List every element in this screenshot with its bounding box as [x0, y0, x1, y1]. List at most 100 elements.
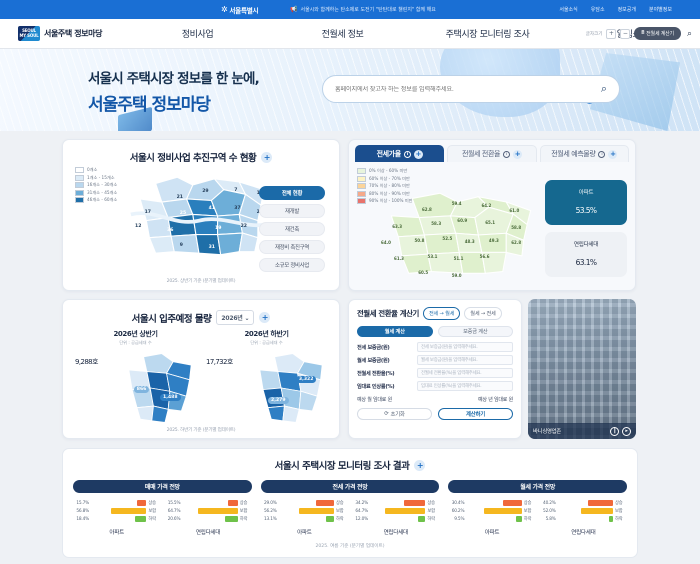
tab-forecast-volume[interactable]: 전월세 예측물량 i + — [539, 145, 629, 162]
jeonse-legend: 0% 이상 - 60% 미만 60% 이상 - 70% 미만 70% 이상 - … — [357, 168, 413, 204]
redevelopment-card-title: 서울시 정비사업 추진구역 수 현황 + — [63, 140, 339, 164]
map-value: 19 — [215, 225, 222, 231]
nav-item-redevelopment[interactable]: 정비사업 — [181, 30, 214, 40]
tab-expand-button[interactable]: + — [608, 149, 618, 159]
utility-link-news[interactable]: 서울소식 — [559, 7, 578, 13]
legend-label: 80% 이상 - 90% 미만 — [369, 190, 410, 196]
nav-item-rent-info[interactable]: 전월세 정보 — [321, 30, 364, 40]
nav-item-market-monitoring[interactable]: 주택시장 모니터링 조사 — [445, 30, 530, 40]
map-value: 60.9 — [457, 217, 468, 223]
bar-pct: 15.7% — [76, 500, 89, 506]
nav-utilities: 글자크기 + − 🖩 전월세 계산기 ⌕ — [586, 27, 692, 40]
play-icon[interactable]: ▸ — [622, 426, 631, 436]
calc-mode-jeonse-to-monthly[interactable]: 전세 → 월세 — [422, 307, 461, 320]
map-value: 52.5 — [442, 235, 453, 241]
map-value: 48.3 — [464, 239, 475, 245]
tab-expand-button[interactable]: + — [413, 149, 423, 159]
hero-search-box[interactable]: ⌕ — [322, 75, 620, 103]
filter-button-promotion-district[interactable]: 재정비 촉진구역 — [259, 240, 325, 254]
reset-label: 초기화 — [390, 412, 405, 418]
info-icon[interactable]: i — [403, 150, 411, 158]
map-value: 65.1 — [485, 220, 496, 225]
field-label: 전세 보증금(원) — [357, 344, 390, 351]
supply-heading: 2026년 하반기 — [244, 330, 289, 338]
tab-expand-button[interactable]: + — [513, 149, 523, 159]
filter-button-small-scale[interactable]: 소규모 정비사업 — [259, 258, 325, 272]
pause-icon[interactable]: ‖ — [610, 426, 619, 436]
bar-row: 56.8% 보합 — [73, 507, 160, 515]
supply-total-value: 9,288 — [75, 358, 93, 366]
legend-swatch — [75, 197, 84, 203]
bar-label: 보합 — [523, 509, 532, 514]
bar-row: 18.4% 하락 — [73, 515, 160, 523]
bar-label: 하락 — [427, 517, 435, 522]
supply-map-second[interactable]: 3,322 2,279 — [250, 349, 332, 427]
info-icon[interactable]: i — [598, 150, 606, 158]
font-increase-button[interactable]: + — [606, 28, 617, 39]
reset-button[interactable]: ⟳ 초기화 — [357, 408, 432, 420]
supply-note: 2025. 하반기 기준 (분기별 업데이트) — [166, 428, 236, 433]
bar-row: 56.2% 보합 — [261, 507, 348, 515]
supply-map-first[interactable]: 1,488 866 — [119, 349, 201, 427]
utility-link-ask[interactable]: 유담소 — [590, 7, 605, 13]
legend-label: 0개소 — [87, 167, 98, 172]
legend-label: 16개소 - 30개소 — [87, 182, 118, 187]
filter-button-reconstruction[interactable]: 재건축 — [259, 222, 325, 236]
stat-apartment: 아파트 53.5% — [545, 180, 627, 225]
search-submit-icon[interactable]: ⌕ — [600, 82, 607, 95]
stat-number: 53.5 — [575, 206, 591, 215]
calculator-icon: 🖩 — [641, 29, 645, 36]
bar-row: 29.0% 상승 — [261, 499, 348, 507]
monitoring-expand-button[interactable]: + — [414, 459, 426, 471]
segment-deposit-calc[interactable]: 보증금 계산 — [437, 326, 513, 337]
supply-expand-button[interactable]: + — [259, 312, 271, 323]
calculate-button[interactable]: 계산하기 — [438, 408, 513, 420]
tab-conversion-rate[interactable]: 전월세 전환율 i + — [447, 145, 537, 162]
info-icon[interactable]: i — [503, 150, 511, 158]
supply-halves: 2026년 상반기 단위 : 공급세대 수 9,288호 — [63, 325, 339, 429]
monitoring-item: 15.5% 상승 64.7% 보합 20.6% 하락 연립다세대 — [164, 499, 251, 536]
site-brand[interactable]: SEOUL MY SOUL 서울주택 정보마당 — [18, 26, 102, 41]
nav-item-notice[interactable]: 알림소통 — [616, 30, 649, 40]
filter-button-all[interactable]: 전체 현황 — [259, 186, 325, 200]
search-input[interactable] — [335, 85, 601, 93]
bar-pct: 56.8% — [76, 508, 89, 514]
font-decrease-button[interactable]: − — [620, 28, 631, 39]
redevelopment-note: 2025. 상반기 기준 (분기별 업데이트) — [166, 279, 236, 284]
monthly-deposit-input[interactable]: 월세 보증금(원)을 입력해주세요. — [417, 355, 513, 365]
tab-jeonse-ratio[interactable]: 전세가율 i + — [355, 145, 445, 162]
bar-label: 하락 — [148, 517, 156, 522]
output-yearly: 예상 년 임대료 원 — [478, 397, 513, 403]
utility-link-fields[interactable]: 분야별정보 — [648, 7, 672, 13]
promo-photo[interactable]: 바니싱영업존 ‖ ▸ — [528, 299, 636, 439]
filter-button-redevelopment[interactable]: 재개발 — [259, 204, 325, 218]
bar-label: 상승 — [427, 501, 435, 506]
field-row-jeonse-deposit: 전세 보증금(원) 전세 보증금(원)을 입력해주세요. — [357, 342, 513, 352]
notice-banner[interactable]: 📢 서울시와 함께하는 탄소제로 도전기 "탄탄대로 챌린지" 함께 해요 — [290, 6, 436, 13]
segment-monthly-calc[interactable]: 월세 계산 — [357, 326, 433, 337]
legend-label: 1개소 - 15개소 — [87, 174, 115, 180]
supply-year-select[interactable]: 2026년 ⌄ — [216, 310, 255, 325]
utility-link-disclosure[interactable]: 정보공개 — [617, 7, 636, 13]
jeonse-deposit-input[interactable]: 전세 보증금(원)을 입력해주세요. — [417, 342, 513, 352]
seoul-jeonse-map[interactable] — [365, 188, 543, 282]
redevelopment-expand-button[interactable]: + — [261, 151, 273, 163]
monitoring-title: 서울시 주택시장 모니터링 조사 결과 + — [73, 458, 627, 472]
rent-calculator-button[interactable]: 🖩 전월세 계산기 — [634, 27, 681, 40]
utility-bar: ✲ 서울특별시 📢 서울시와 함께하는 탄소제로 도전기 "탄탄대로 챌린지" … — [0, 0, 700, 19]
monitoring-title-text: 서울시 주택시장 모니터링 조사 결과 — [274, 461, 410, 472]
jeonse-map-area: 0% 이상 - 60% 미만 60% 이상 - 70% 미만 70% 이상 - … — [355, 166, 541, 286]
seoul-redevelopment-map[interactable]: 21 29 7 11 17 25 41 37 28 12 36 19 22 9 … — [119, 168, 279, 264]
calc-mode-monthly-to-jeonse[interactable]: 월세 → 전세 — [464, 307, 502, 320]
monitoring-category: 연립다세대 — [571, 530, 596, 536]
redevelopment-card: 서울시 정비사업 추진구역 수 현황 + 0개소 1개소 - 15개소 16개소… — [62, 139, 340, 291]
seoul-city-logo[interactable]: ✲ 서울특별시 — [221, 5, 259, 15]
photo-caption-text: 바니싱영업존 — [533, 429, 561, 435]
conversion-rate-input[interactable]: 전월세 전환율(%)을 입력해주세요. — [417, 368, 513, 378]
supply-bubble: 2,279 — [268, 397, 289, 405]
search-icon[interactable]: ⌕ — [686, 28, 692, 39]
map-value: 59.0 — [451, 272, 462, 278]
increase-rate-input[interactable]: 임대료 인상률(%)을 입력해주세요. — [417, 381, 513, 391]
legend-item: 80% 이상 - 90% 미만 — [357, 190, 413, 197]
map-value: 51.1 — [453, 256, 464, 261]
